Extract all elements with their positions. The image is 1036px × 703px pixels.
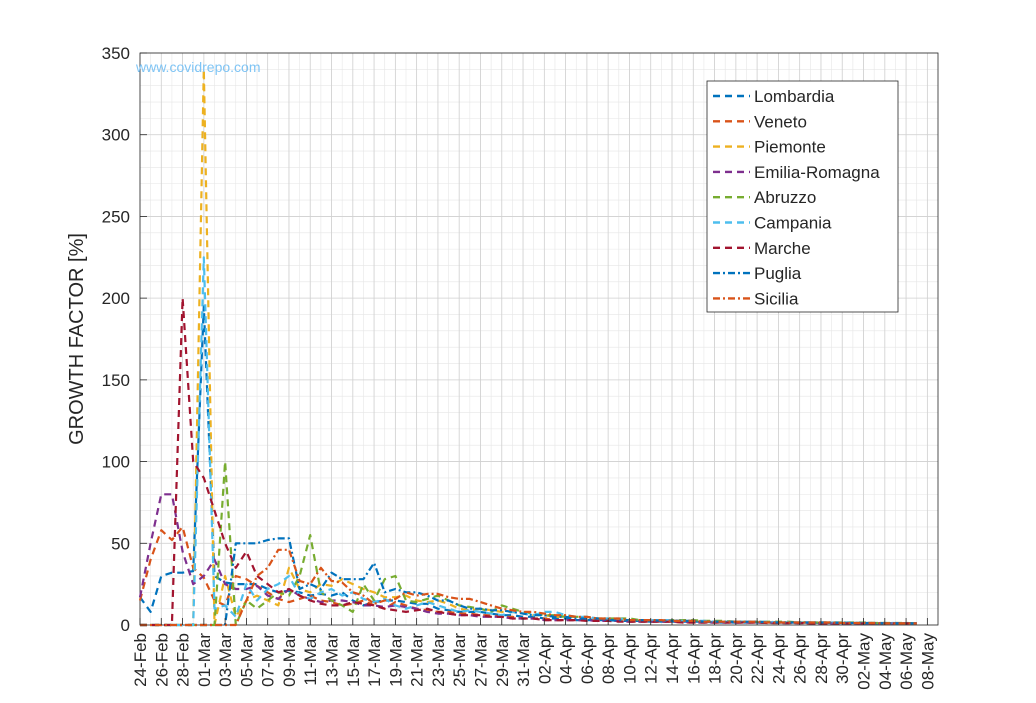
series-line-lombardia bbox=[139, 305, 917, 625]
legend-label: Marche bbox=[754, 239, 811, 258]
legend-label: Piemonte bbox=[754, 138, 826, 157]
y-axis-label: GROWTH FACTOR [%] bbox=[66, 233, 88, 445]
x-tick-label: 09-Mar bbox=[280, 633, 299, 687]
x-tick-label: 16-Apr bbox=[684, 633, 703, 684]
x-tick-label: 04-Apr bbox=[557, 633, 576, 684]
x-tick-label: 19-Mar bbox=[386, 633, 405, 687]
x-tick-label: 24-Apr bbox=[769, 633, 788, 684]
x-tick-label: 14-Apr bbox=[663, 633, 682, 684]
x-tick-label: 07-Mar bbox=[259, 633, 278, 687]
x-tick-label: 21-Mar bbox=[408, 633, 427, 687]
series-line-sicilia bbox=[140, 548, 917, 627]
x-tick-label: 22-Apr bbox=[748, 633, 767, 684]
x-tick-label: 01-Mar bbox=[195, 633, 214, 687]
legend-label: Lombardia bbox=[754, 87, 835, 106]
legend-label: Puglia bbox=[754, 264, 802, 283]
x-tick-label: 05-Mar bbox=[237, 633, 256, 687]
x-tick-label: 26-Feb bbox=[152, 633, 171, 687]
x-tick-label: 28-Feb bbox=[174, 633, 193, 687]
x-tick-label: 18-Apr bbox=[706, 633, 725, 684]
y-axis-ticks: 0 50 100 150 200 250 300 350 bbox=[102, 44, 147, 635]
x-tick-label: 25-Mar bbox=[450, 633, 469, 687]
x-tick-label: 08-May bbox=[918, 633, 937, 690]
legend-label: Abruzzo bbox=[754, 188, 816, 207]
x-tick-label: 29-Mar bbox=[493, 633, 512, 687]
series-line-puglia bbox=[140, 537, 917, 627]
x-tick-label: 20-Apr bbox=[727, 633, 746, 684]
x-tick-label: 27-Mar bbox=[471, 633, 490, 687]
x-tick-label: 06-May bbox=[897, 633, 916, 690]
series-line-marche bbox=[140, 297, 917, 627]
legend-label: Campania bbox=[754, 214, 832, 233]
watermark[interactable]: www.covidrepo.com bbox=[135, 59, 261, 75]
x-tick-label: 04-May bbox=[876, 633, 895, 690]
x-tick-label: 02-May bbox=[855, 633, 874, 690]
x-tick-label: 13-Mar bbox=[323, 633, 342, 687]
x-axis-ticks: 24-Feb 26-Feb 28-Feb 01-Mar 03-Mar 05-Mar 07-M… bbox=[131, 618, 937, 690]
legend: Lombardia Veneto Piemonte Emilia-Romagna Abr… bbox=[706, 80, 899, 313]
legend-label: Veneto bbox=[754, 112, 807, 131]
x-tick-label: 12-Apr bbox=[642, 633, 661, 684]
x-tick-label: 15-Mar bbox=[344, 633, 363, 687]
x-tick-label: 17-Mar bbox=[365, 633, 384, 687]
x-tick-label: 23-Mar bbox=[429, 633, 448, 687]
y-tick-label: 350 bbox=[102, 44, 130, 63]
x-tick-label: 08-Apr bbox=[599, 633, 618, 684]
series-lines bbox=[138, 68, 917, 627]
x-tick-label: 03-Mar bbox=[216, 633, 235, 687]
legend-label: Emilia-Romagna bbox=[754, 163, 880, 182]
x-tick-label: 26-Apr bbox=[791, 633, 810, 684]
legend-label: Sicilia bbox=[754, 289, 799, 308]
major-grid bbox=[139, 52, 938, 626]
y-tick-label: 0 bbox=[121, 616, 130, 635]
x-tick-label: 30-Apr bbox=[833, 633, 852, 684]
x-tick-label: 28-Apr bbox=[812, 633, 831, 684]
x-tick-label: 31-Mar bbox=[514, 633, 533, 687]
y-tick-label: 300 bbox=[102, 126, 130, 145]
y-tick-label: 250 bbox=[102, 207, 130, 226]
y-tick-label: 200 bbox=[102, 289, 130, 308]
x-tick-label: 10-Apr bbox=[620, 633, 639, 684]
y-tick-label: 150 bbox=[102, 371, 130, 390]
x-tick-label: 02-Apr bbox=[535, 633, 554, 684]
x-tick-label: 11-Mar bbox=[301, 633, 320, 686]
x-tick-label: 06-Apr bbox=[578, 633, 597, 684]
plot-frame bbox=[139, 52, 939, 626]
x-tick-label: 24-Feb bbox=[131, 633, 150, 687]
y-tick-label: 50 bbox=[111, 534, 130, 553]
y-tick-label: 100 bbox=[102, 453, 130, 472]
